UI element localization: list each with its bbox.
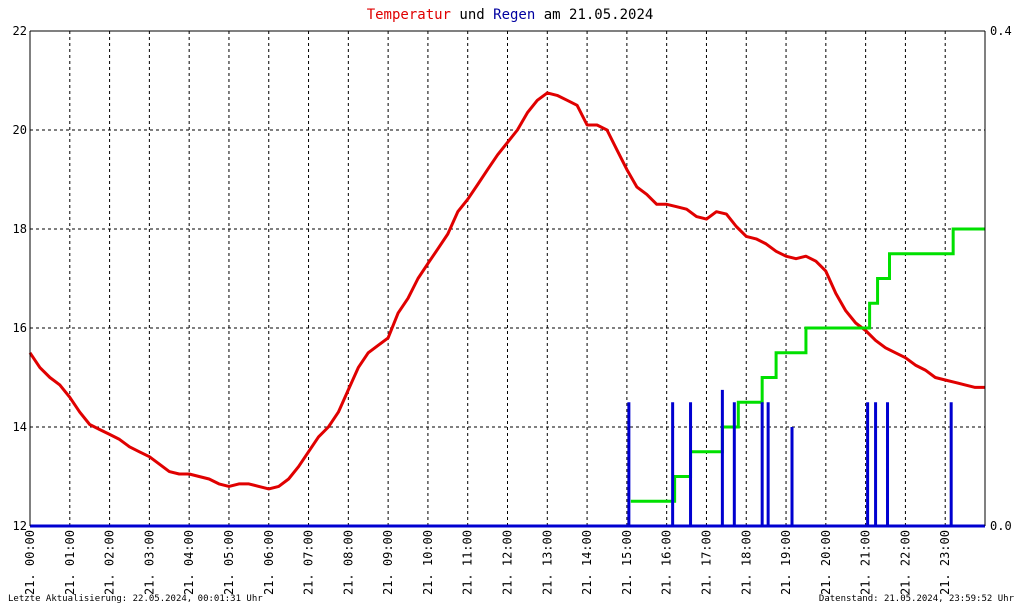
x-tick-label: 21. 00:00 xyxy=(23,530,37,595)
grid xyxy=(30,31,985,526)
x-tick-label: 21. 20:00 xyxy=(819,530,833,595)
y-left-tick-label: 16 xyxy=(13,321,27,335)
title-regen: Regen xyxy=(493,7,535,23)
rain-bar xyxy=(689,402,693,526)
x-tick-label: 21. 05:00 xyxy=(222,530,236,595)
x-tick-label: 21. 21:00 xyxy=(859,530,873,595)
x-tick-label: 21. 17:00 xyxy=(699,530,713,595)
rain-bar xyxy=(671,402,675,526)
x-tick-label: 21. 06:00 xyxy=(262,530,276,595)
x-tick-label: 21. 09:00 xyxy=(381,530,395,595)
x-tick-label: 21. 10:00 xyxy=(421,530,435,595)
title-und: und xyxy=(451,7,493,23)
x-tick-label: 21. 01:00 xyxy=(63,530,77,595)
x-tick-label: 21. 19:00 xyxy=(779,530,793,595)
x-tick-label: 21. 18:00 xyxy=(739,530,753,595)
x-tick-label: 21. 11:00 xyxy=(461,530,475,595)
y-left-tick-label: 12 xyxy=(13,519,27,533)
y-left-tick-label: 20 xyxy=(13,123,27,137)
x-tick-label: 21. 04:00 xyxy=(182,530,196,595)
temperature-line xyxy=(28,91,985,491)
rain-bar xyxy=(949,402,953,526)
footer-last-update: Letzte Aktualisierung: 22.05.2024, 00:01… xyxy=(8,594,263,604)
y-right-tick-label: 0.4 xyxy=(990,24,1012,38)
x-tick-label: 21. 14:00 xyxy=(580,530,594,595)
title-date: am 21.05.2024 xyxy=(535,7,653,23)
x-tick-label: 21. 15:00 xyxy=(620,530,634,595)
x-tick-label: 21. 22:00 xyxy=(898,530,912,595)
x-tick-label: 21. 16:00 xyxy=(660,530,674,595)
rain-bar xyxy=(866,402,870,526)
x-tick-label: 21. 02:00 xyxy=(103,530,117,595)
y-left-tick-label: 14 xyxy=(13,420,27,434)
rain-bar xyxy=(766,402,770,526)
series-layer xyxy=(28,91,985,528)
footer-data-status: Datenstand: 21.05.2024, 23:59:52 Uhr xyxy=(819,594,1015,604)
title-temperatur: Temperatur xyxy=(367,7,451,23)
chart-title: Temperatur und Regen am 21.05.2024 xyxy=(367,7,654,23)
x-tick-label: 21. 08:00 xyxy=(341,530,355,595)
rain-bar xyxy=(720,389,724,526)
y-left-tick-label: 22 xyxy=(13,24,27,38)
rain-bar xyxy=(760,402,764,526)
rain-bar xyxy=(790,427,794,526)
x-tick-label: 21. 13:00 xyxy=(540,530,554,595)
y-right-tick-label: 0.0 xyxy=(990,519,1012,533)
x-tick-label: 21. 03:00 xyxy=(142,530,156,595)
rain-bar xyxy=(732,402,736,526)
x-tick-label: 21. 12:00 xyxy=(501,530,515,595)
rain-bar xyxy=(627,402,631,526)
x-tick-label: 21. 07:00 xyxy=(302,530,316,595)
rain-bar xyxy=(886,402,890,526)
y-left-tick-label: 18 xyxy=(13,222,27,236)
axes: 21. 00:00 21. 01:00 21. 02:00 21. 03:00 21. … xyxy=(13,24,1012,595)
rain-bar xyxy=(874,402,878,526)
x-tick-label: 21. 23:00 xyxy=(938,530,952,595)
